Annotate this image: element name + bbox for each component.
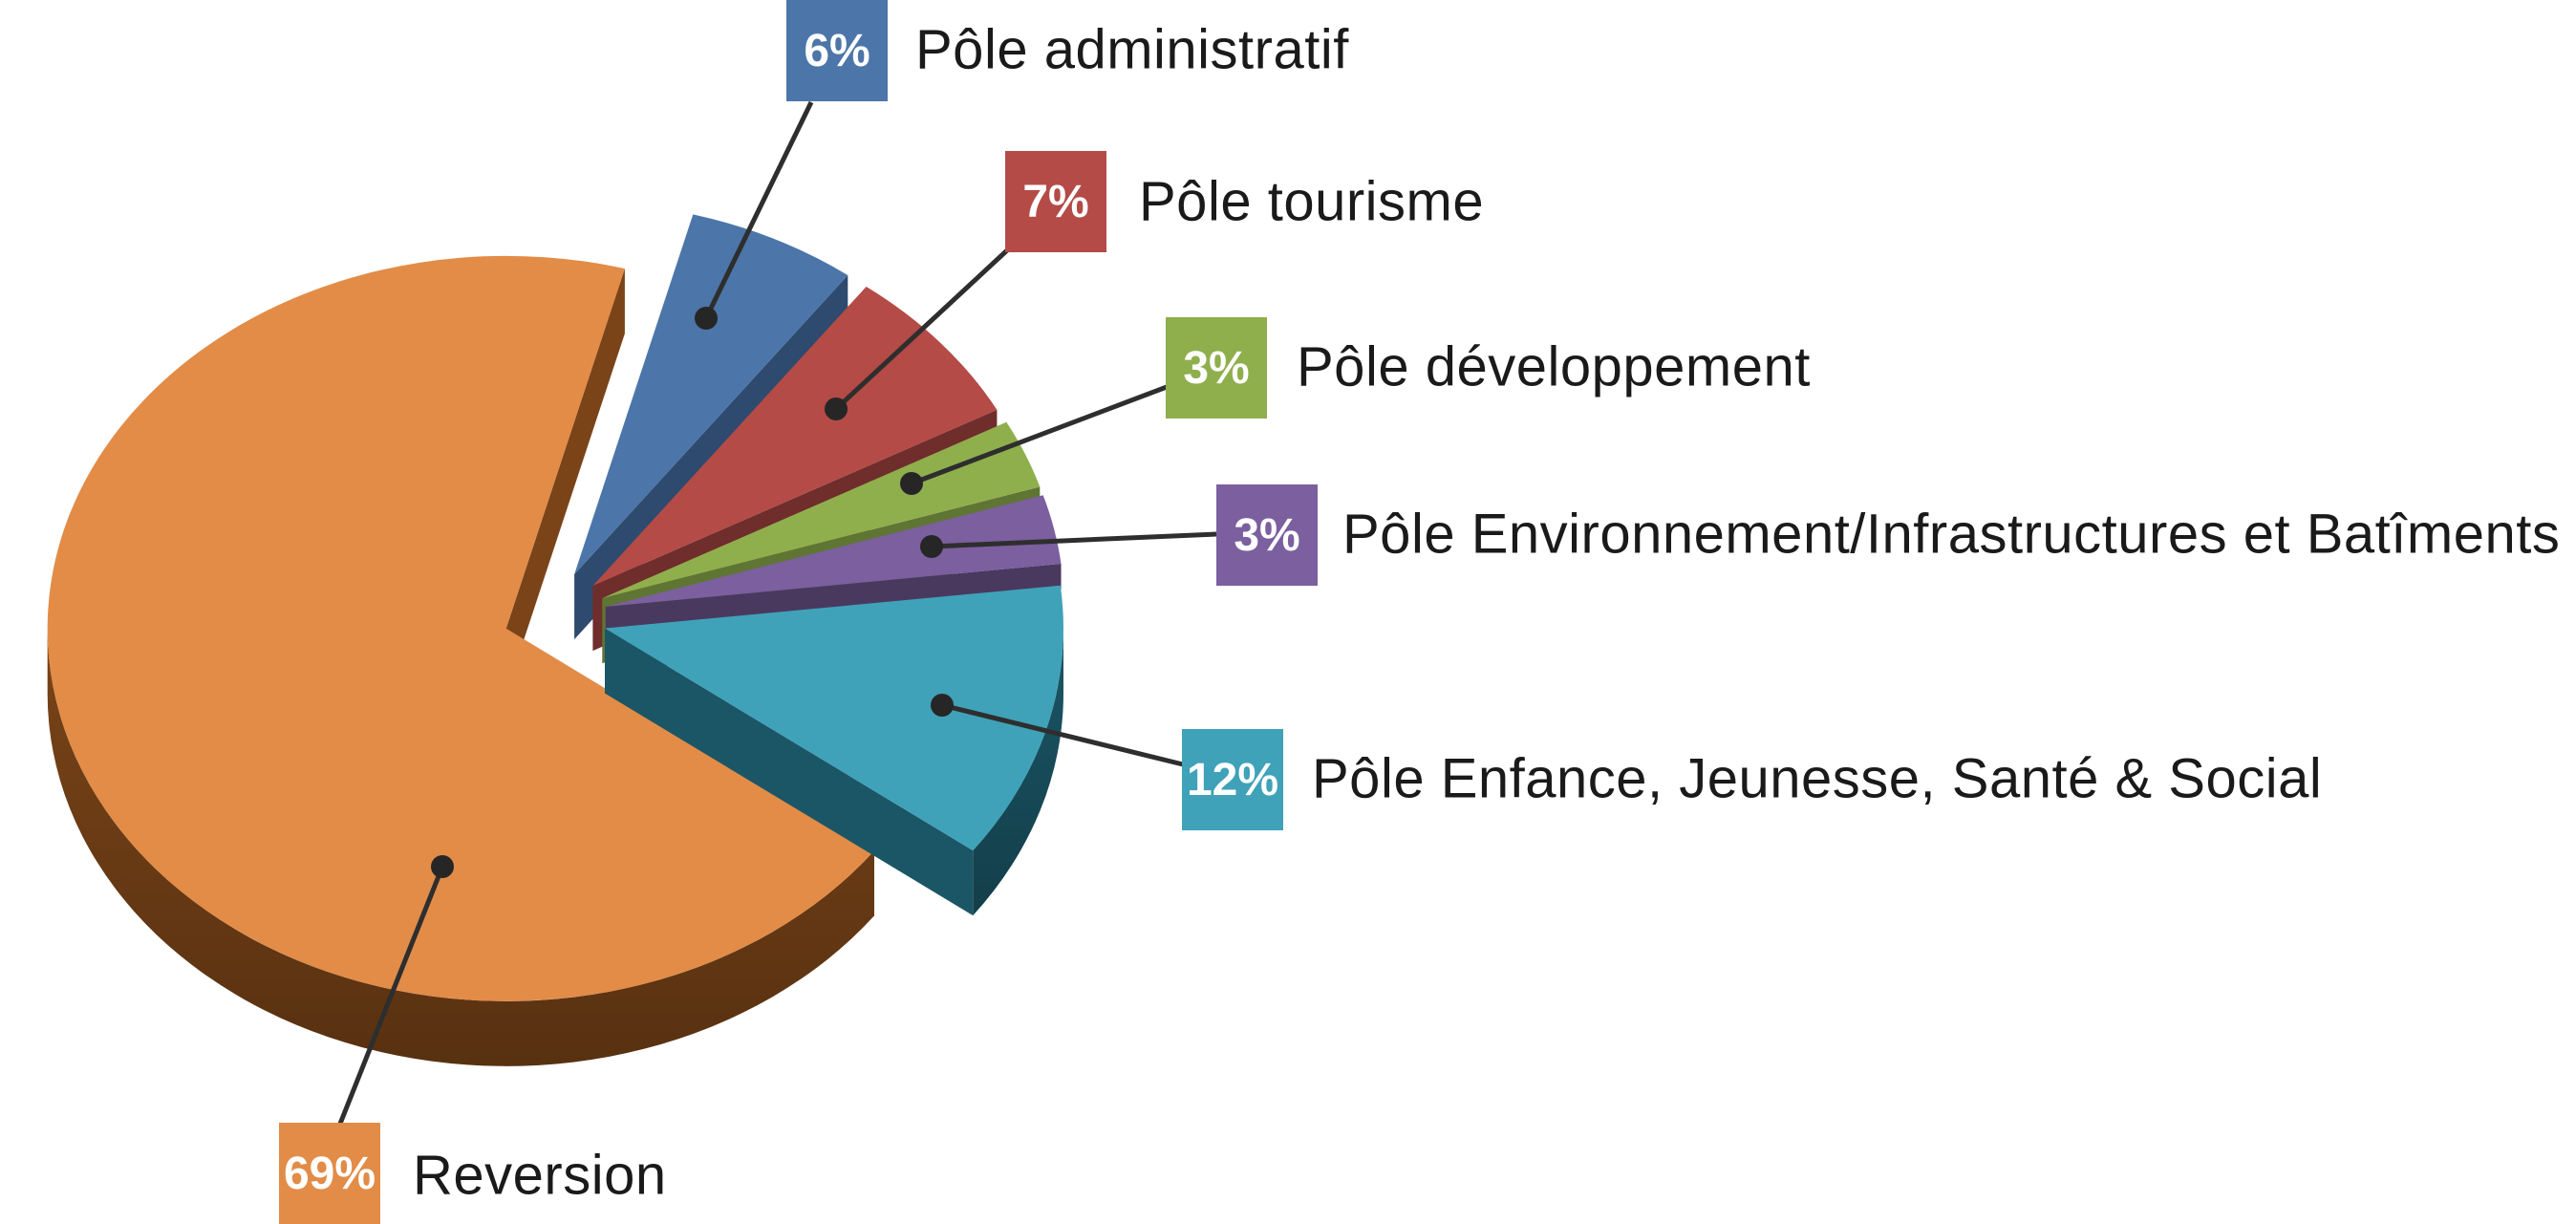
percent-badge: 7% (1005, 151, 1106, 252)
percent-badge: 12% (1182, 729, 1283, 830)
leader-line-pole-developpement (911, 384, 1168, 486)
leader-dot-pole-environnement-infrastructures-et-batiments (920, 535, 943, 558)
leader-dot-pole-developpement (900, 472, 923, 495)
pie-slice-pole-tourisme (592, 287, 998, 587)
pie-slice-pole-enfance-jeunesse-sante-social-side (973, 628, 1063, 916)
percent-badge: 3% (1166, 317, 1267, 419)
leader-line-reversion (337, 866, 445, 1125)
pie-slice-pole-enfance-jeunesse-sante-social-edge (605, 628, 974, 916)
slice-label: Pôle développement (1297, 335, 1811, 398)
slice-label: Pôle Enfance, Jeunesse, Santé & Social (1312, 747, 2323, 810)
leader-dot-pole-enfance-jeunesse-sante-social (931, 694, 954, 717)
pie-slice-pole-enfance-jeunesse-sante-social (605, 585, 1063, 851)
pie-slice-reversion-side (47, 628, 874, 1066)
percent-badge: 6% (786, 0, 888, 101)
percent-badge: 69% (279, 1123, 380, 1224)
leader-line-pole-tourisme (834, 248, 1009, 411)
pie-slice-pole-environnement-infrastructures-et-batiments (605, 495, 1062, 607)
percent-badge: 3% (1216, 484, 1318, 586)
pie-slice-pole-developpement (602, 421, 1041, 599)
leader-line-pole-administratif (703, 100, 814, 320)
leader-line-pole-environnement-infrastructures-et-batiments (931, 531, 1217, 549)
slice-label: Reversion (413, 1144, 667, 1207)
pie-slice-reversion (47, 255, 875, 1001)
slice-label: Pôle Environnement/Infrastructures et Ba… (1342, 503, 2561, 566)
slice-label: Pôle tourisme (1139, 170, 1485, 233)
leader-dot-pole-administratif (695, 307, 718, 330)
slice-label: Pôle administratif (915, 18, 1349, 81)
pie-slice-pole-administratif (574, 214, 848, 575)
leader-dot-reversion (431, 855, 454, 878)
leader-dot-pole-tourisme (825, 397, 848, 420)
pie-slice-reversion-edge (505, 268, 625, 694)
leader-line-pole-enfance-jeunesse-sante-social (941, 702, 1184, 767)
